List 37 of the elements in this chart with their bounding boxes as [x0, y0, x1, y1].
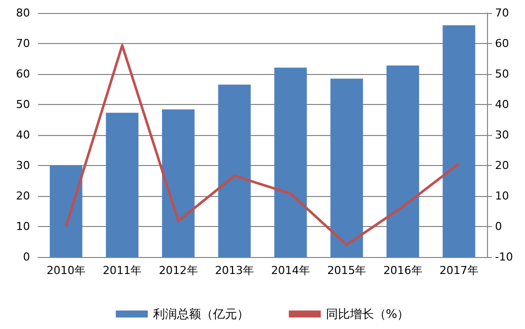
- x-tick-label: 2015年: [327, 264, 366, 277]
- y2-tick-label: 40: [495, 98, 509, 111]
- y-tick-label: 40: [16, 128, 30, 142]
- y-tick-label: 70: [16, 37, 30, 50]
- y-tick-label: 20: [16, 190, 30, 202]
- legend-label: 利润总额（亿元）: [152, 307, 249, 321]
- x-tick-label: 2017年: [439, 264, 478, 277]
- y2-tick-label: 60: [495, 37, 509, 50]
- x-tick-label: 2013年: [214, 264, 254, 277]
- x-tick-label: 2014年: [271, 264, 310, 277]
- y2-tick-label: 50: [495, 68, 509, 80]
- y2-tick-label: 10: [495, 190, 509, 202]
- bar: [442, 25, 476, 257]
- bar: [330, 78, 363, 257]
- bar: [218, 84, 251, 257]
- x-tick-label: 2016年: [383, 264, 422, 277]
- y2-tick-label: 20: [495, 159, 509, 172]
- y-tick-label: 0: [23, 250, 30, 264]
- y-tick-label: 80: [16, 6, 30, 20]
- bar: [274, 68, 307, 257]
- line-series: [64, 44, 460, 246]
- x-tick-label: 2010年: [46, 264, 86, 277]
- y2-tick-label: -10: [495, 250, 513, 264]
- y-tick-label: 30: [16, 159, 30, 172]
- legend-label: 同比增长（%）: [326, 307, 410, 321]
- y-tick-label: 50: [16, 98, 30, 111]
- bar: [50, 166, 82, 257]
- y-tick-label: 10: [16, 220, 30, 233]
- y-tick-label: 60: [16, 68, 30, 80]
- y2-tick-label: 30: [495, 128, 509, 142]
- x-tick-label: 2011年: [102, 264, 142, 277]
- bar: [162, 109, 195, 257]
- bar: [106, 112, 138, 257]
- y2-tick-label: 0: [495, 220, 502, 233]
- bar: [386, 65, 420, 257]
- x-tick-label: 2012年: [158, 264, 198, 277]
- y2-tick-label: 70: [495, 6, 509, 20]
